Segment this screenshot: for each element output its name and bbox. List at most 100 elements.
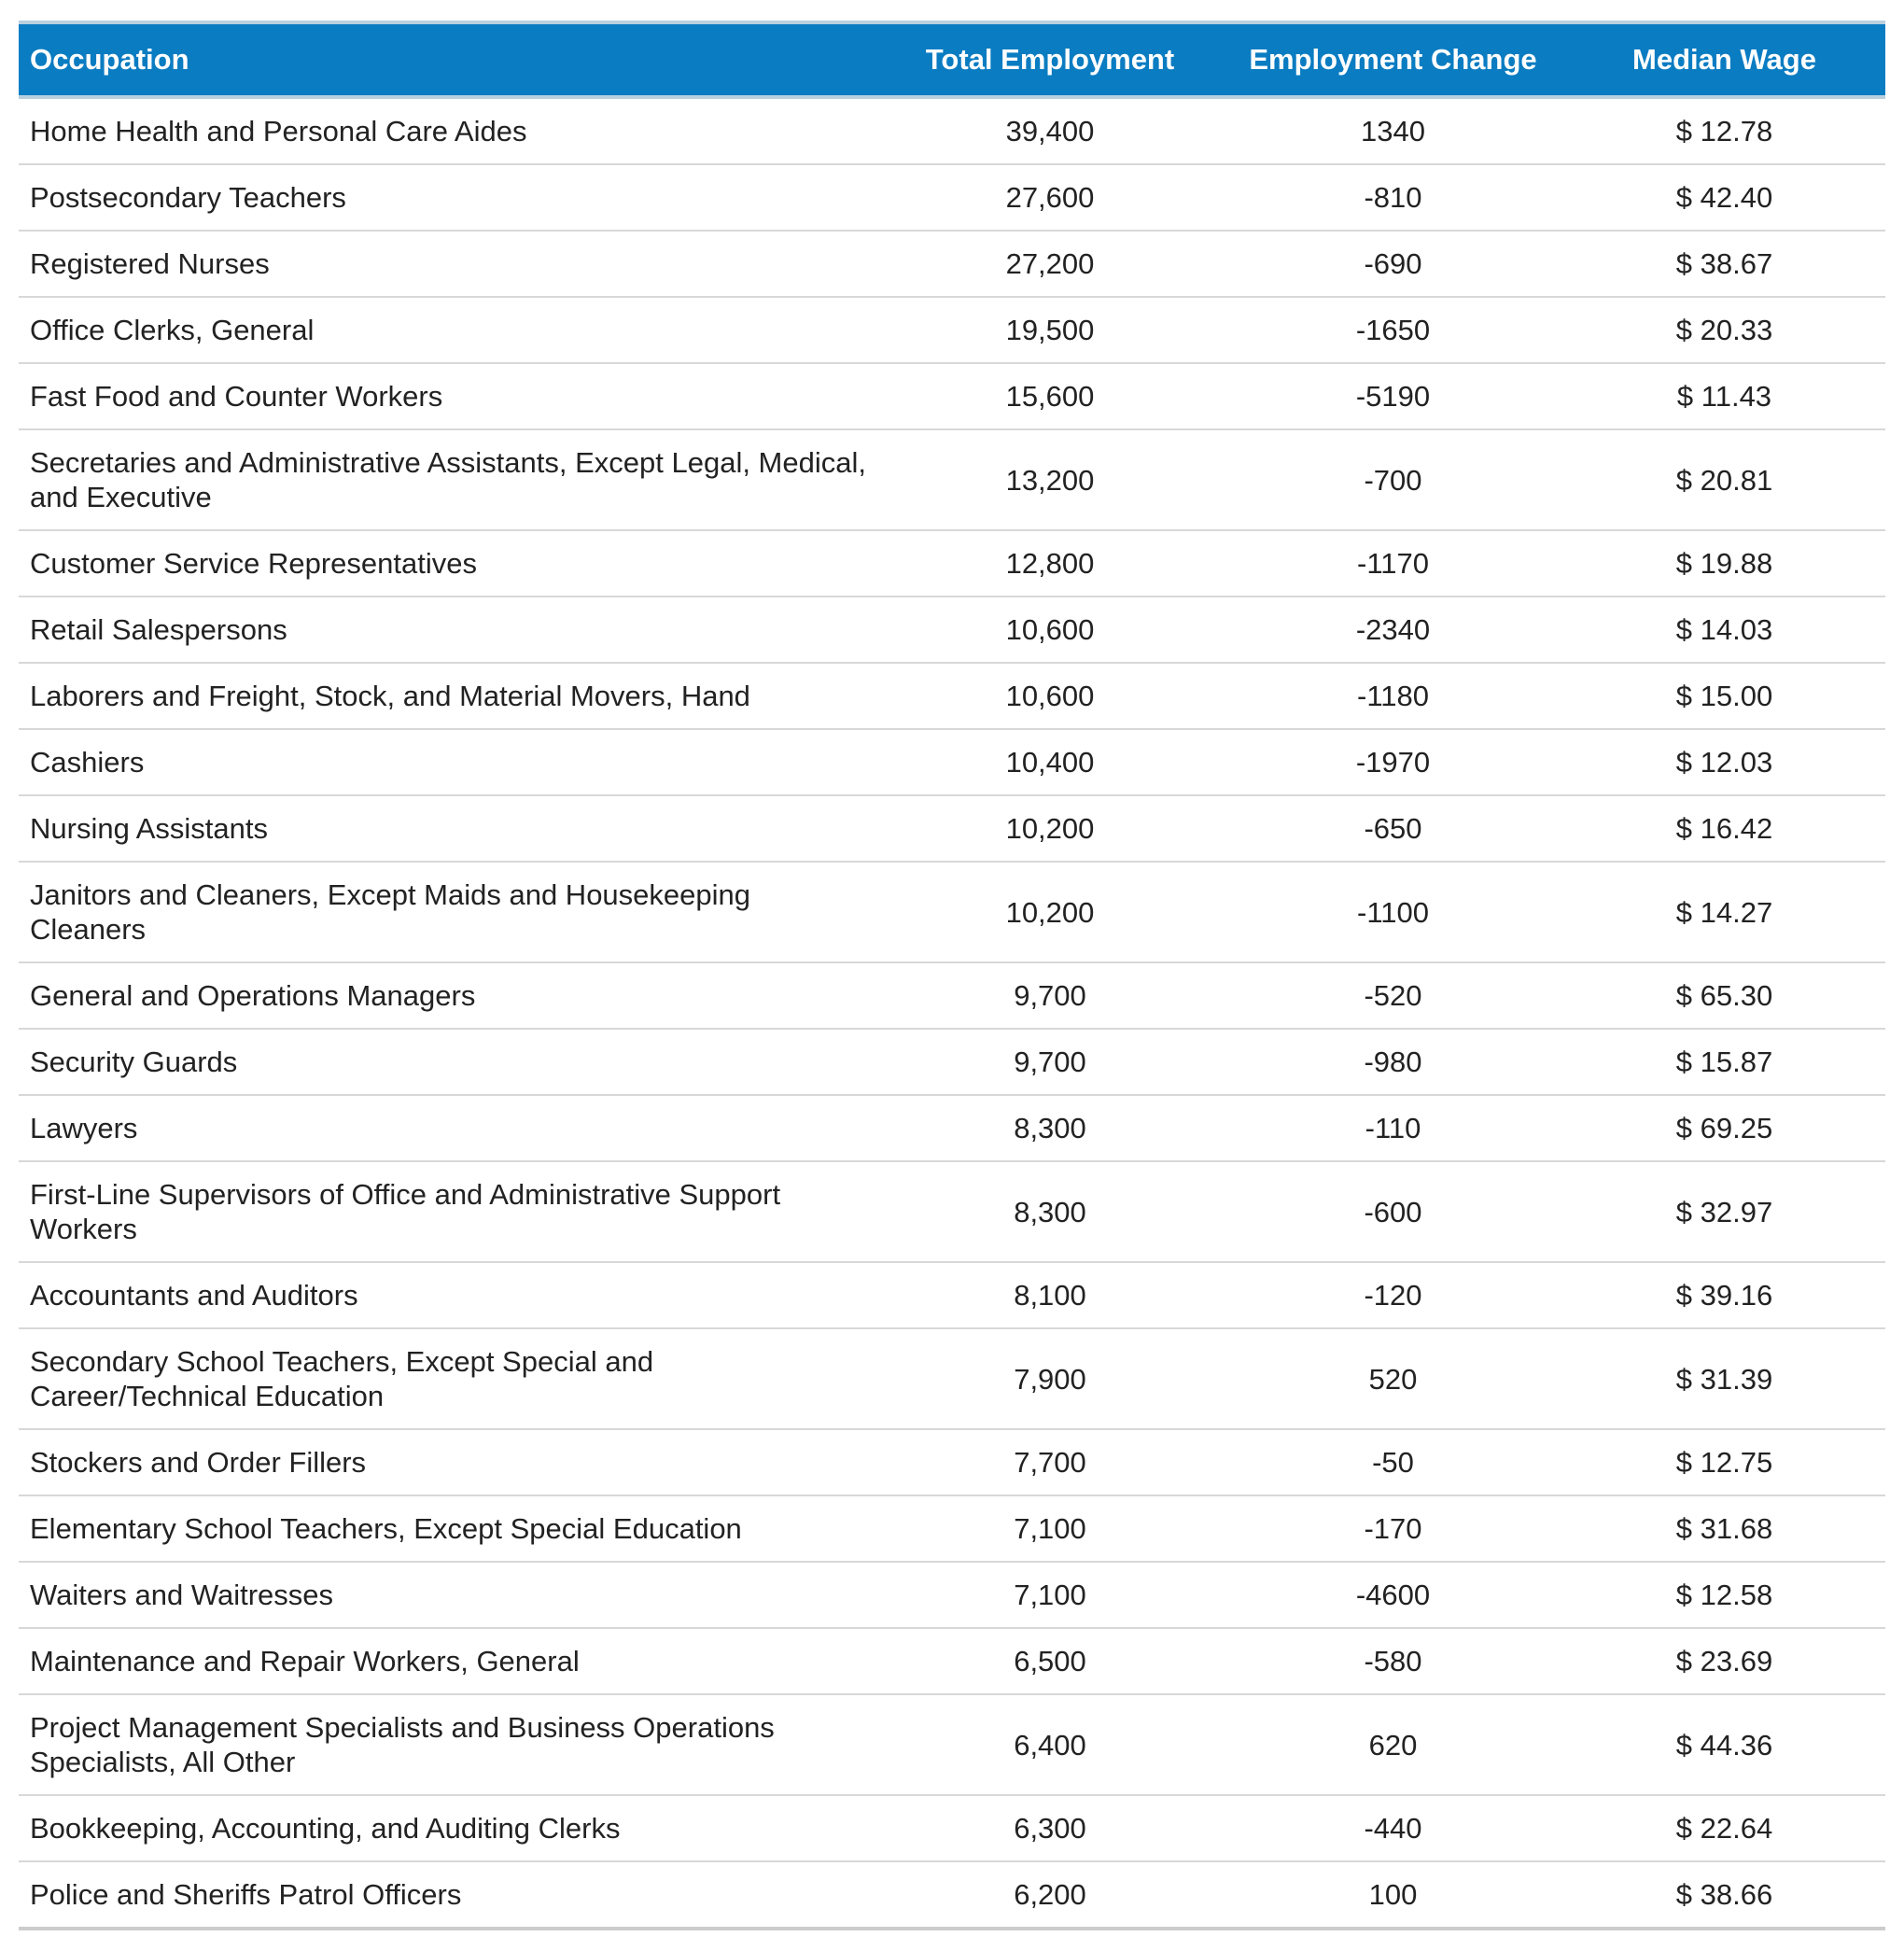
cell-total-employment: 10,200 bbox=[1005, 812, 1095, 845]
cell-total-employment: 8,100 bbox=[1014, 1279, 1086, 1312]
cell-occupation: Accountants and Auditors bbox=[30, 1279, 358, 1312]
cell-median-wage: $ 23.69 bbox=[1675, 1645, 1773, 1677]
cell-total-employment: 27,200 bbox=[1005, 247, 1095, 280]
cell-occupation: Fast Food and Counter Workers bbox=[30, 380, 443, 413]
cell-occupation: Waiters and Waitresses bbox=[30, 1579, 334, 1611]
cell-total-employment: 6,500 bbox=[1014, 1645, 1086, 1677]
column-header-total-employment[interactable]: Total Employment bbox=[925, 43, 1175, 76]
cell-employment-change: -1970 bbox=[1355, 746, 1431, 779]
cell-total-employment: 6,300 bbox=[1014, 1812, 1086, 1845]
cell-employment-change: -810 bbox=[1364, 181, 1422, 214]
cell-median-wage: $ 15.00 bbox=[1675, 680, 1773, 712]
cell-median-wage: $ 16.42 bbox=[1675, 812, 1773, 845]
cell-median-wage: $ 31.68 bbox=[1675, 1512, 1773, 1545]
table-row: Nursing Assistants 10,200 -650 $ 16.42 bbox=[19, 795, 1885, 862]
cell-total-employment: 7,100 bbox=[1014, 1512, 1086, 1545]
cell-occupation: Bookkeeping, Accounting, and Auditing Cl… bbox=[30, 1812, 621, 1845]
cell-occupation: Nursing Assistants bbox=[30, 812, 268, 845]
table-row: General and Operations Managers 9,700 -520… bbox=[19, 962, 1885, 1029]
cell-median-wage: $ 39.16 bbox=[1675, 1279, 1773, 1312]
table-header: Occupation Total Employment Employment C… bbox=[19, 22, 1885, 97]
cell-median-wage: $ 42.40 bbox=[1675, 181, 1773, 214]
cell-total-employment: 39,400 bbox=[1005, 115, 1095, 147]
cell-median-wage: $ 12.03 bbox=[1675, 746, 1773, 779]
cell-total-employment: 7,100 bbox=[1014, 1579, 1086, 1611]
table-row: Elementary School Teachers, Except Speci… bbox=[19, 1495, 1885, 1562]
cell-occupation: Janitors and Cleaners, Except Maids and … bbox=[30, 878, 751, 946]
cell-total-employment: 6,400 bbox=[1014, 1728, 1086, 1762]
cell-employment-change: 1340 bbox=[1361, 115, 1425, 147]
cell-occupation: Office Clerks, General bbox=[30, 314, 315, 346]
cell-occupation: General and Operations Managers bbox=[30, 979, 476, 1012]
table-row: Customer Service Representatives 12,800 -1… bbox=[19, 530, 1885, 597]
table-row: Security Guards 9,700 -980 $ 15.87 bbox=[19, 1029, 1885, 1095]
table-row: Office Clerks, General 19,500 -1650 $ 20.33 bbox=[19, 297, 1885, 363]
cell-median-wage: $ 12.78 bbox=[1675, 115, 1773, 147]
cell-employment-change: -4600 bbox=[1355, 1579, 1431, 1611]
cell-total-employment: 8,300 bbox=[1014, 1112, 1086, 1144]
cell-median-wage: $ 11.43 bbox=[1676, 380, 1772, 413]
cell-employment-change: -650 bbox=[1364, 812, 1422, 845]
cell-employment-change: -980 bbox=[1364, 1046, 1422, 1078]
table-row: Home Health and Personal Care Aides 39,40… bbox=[19, 97, 1885, 164]
table-row: Laborers and Freight, Stock, and Materia… bbox=[19, 663, 1885, 729]
cell-total-employment: 6,200 bbox=[1014, 1878, 1086, 1911]
table-row: Secretaries and Administrative Assistant… bbox=[19, 429, 1885, 530]
cell-total-employment: 10,600 bbox=[1005, 613, 1095, 646]
cell-employment-change: -520 bbox=[1364, 979, 1422, 1012]
column-header-employment-change[interactable]: Employment Change bbox=[1249, 43, 1537, 76]
cell-total-employment: 7,700 bbox=[1014, 1446, 1086, 1479]
table-row: Postsecondary Teachers 27,600 -810 $ 42.40 bbox=[19, 164, 1885, 231]
cell-employment-change: -1650 bbox=[1355, 314, 1431, 346]
cell-occupation: Cashiers bbox=[30, 746, 145, 779]
column-header-occupation[interactable]: Occupation bbox=[30, 43, 189, 76]
cell-median-wage: $ 14.27 bbox=[1675, 895, 1773, 929]
cell-employment-change: -110 bbox=[1365, 1112, 1421, 1144]
table-row: First-Line Supervisors of Office and Adm… bbox=[19, 1161, 1885, 1262]
employment-table-container: Occupation Total Employment Employment C… bbox=[19, 21, 1885, 1930]
cell-occupation: Postsecondary Teachers bbox=[30, 181, 346, 214]
cell-employment-change: -700 bbox=[1364, 463, 1422, 497]
cell-total-employment: 10,200 bbox=[1005, 895, 1095, 929]
cell-occupation: Home Health and Personal Care Aides bbox=[30, 115, 527, 147]
table-row: Police and Sheriffs Patrol Officers 6,200… bbox=[19, 1861, 1885, 1929]
cell-occupation: Maintenance and Repair Workers, General bbox=[30, 1645, 580, 1677]
cell-occupation: Lawyers bbox=[30, 1112, 138, 1144]
cell-total-employment: 8,300 bbox=[1014, 1195, 1086, 1228]
cell-occupation: Secondary School Teachers, Except Specia… bbox=[30, 1345, 654, 1412]
cell-median-wage: $ 12.58 bbox=[1675, 1579, 1773, 1611]
cell-median-wage: $ 65.30 bbox=[1675, 979, 1773, 1012]
cell-total-employment: 12,800 bbox=[1005, 547, 1095, 580]
header-row: Occupation Total Employment Employment C… bbox=[19, 22, 1885, 97]
cell-median-wage: $ 12.75 bbox=[1675, 1446, 1773, 1479]
cell-total-employment: 15,600 bbox=[1005, 380, 1095, 413]
table-row: Registered Nurses 27,200 -690 $ 38.67 bbox=[19, 231, 1885, 297]
cell-employment-change: 520 bbox=[1368, 1362, 1418, 1396]
cell-employment-change: 620 bbox=[1368, 1728, 1418, 1762]
cell-employment-change: -440 bbox=[1364, 1812, 1422, 1845]
cell-occupation: Registered Nurses bbox=[30, 247, 270, 280]
cell-total-employment: 9,700 bbox=[1014, 1046, 1086, 1078]
cell-employment-change: 100 bbox=[1368, 1878, 1418, 1911]
column-header-median-wage[interactable]: Median Wage bbox=[1632, 43, 1816, 76]
cell-total-employment: 10,600 bbox=[1005, 680, 1095, 712]
cell-employment-change: -1170 bbox=[1357, 547, 1429, 580]
cell-occupation: Retail Salespersons bbox=[30, 613, 287, 646]
table-row: Waiters and Waitresses 7,100 -4600 $ 12.58 bbox=[19, 1562, 1885, 1628]
cell-total-employment: 7,900 bbox=[1014, 1362, 1086, 1396]
table-row: Stockers and Order Fillers 7,700 -50 $ 12.7… bbox=[19, 1429, 1885, 1495]
cell-median-wage: $ 44.36 bbox=[1675, 1728, 1773, 1762]
cell-employment-change: -120 bbox=[1364, 1279, 1422, 1312]
table-row: Maintenance and Repair Workers, General 6… bbox=[19, 1628, 1885, 1694]
cell-employment-change: -1180 bbox=[1357, 680, 1429, 712]
cell-total-employment: 19,500 bbox=[1005, 314, 1095, 346]
cell-occupation: Elementary School Teachers, Except Speci… bbox=[30, 1512, 742, 1545]
cell-occupation: Stockers and Order Fillers bbox=[30, 1446, 367, 1479]
table-body: Home Health and Personal Care Aides 39,40… bbox=[19, 97, 1885, 1929]
cell-median-wage: $ 15.87 bbox=[1675, 1046, 1773, 1078]
cell-employment-change: -580 bbox=[1364, 1645, 1422, 1677]
cell-employment-change: -5190 bbox=[1355, 380, 1431, 413]
cell-median-wage: $ 14.03 bbox=[1675, 613, 1773, 646]
cell-occupation: Laborers and Freight, Stock, and Materia… bbox=[30, 680, 750, 712]
cell-total-employment: 27,600 bbox=[1005, 181, 1095, 214]
